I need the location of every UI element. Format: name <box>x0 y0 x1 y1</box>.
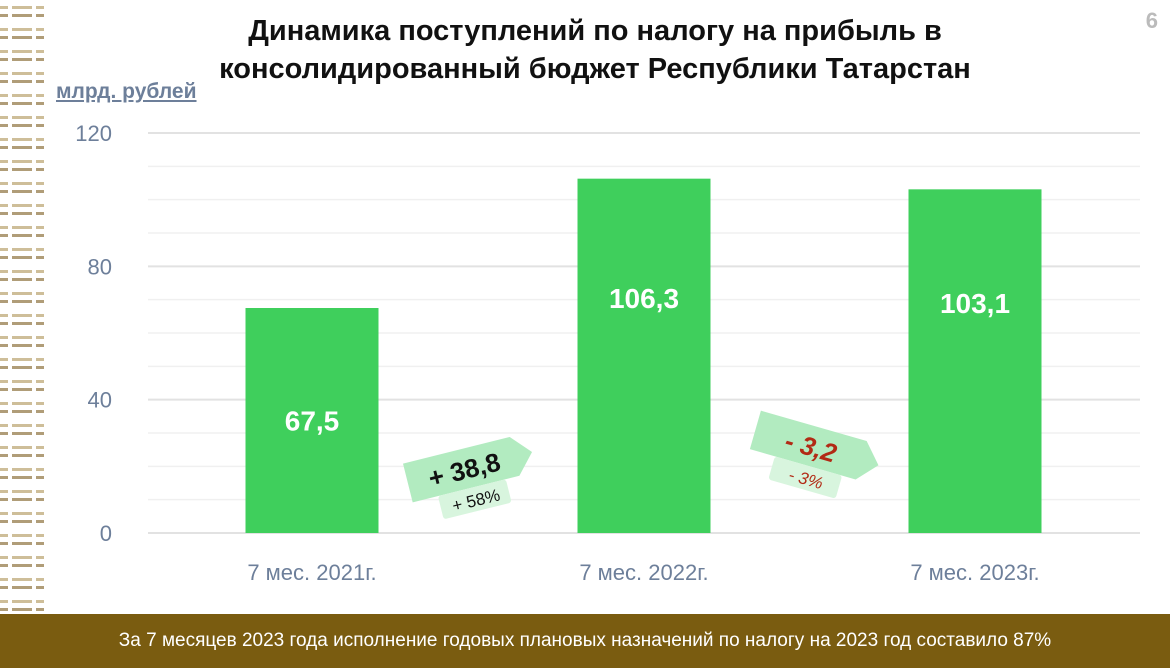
y-tick-label: 80 <box>88 254 112 279</box>
ornament-border <box>0 0 44 614</box>
percent-badge <box>768 457 842 498</box>
x-tick-label: 7 мес. 2023г. <box>910 560 1039 585</box>
bar <box>908 189 1042 534</box>
change-annotation: - 3,2- 3% <box>749 410 879 498</box>
x-tick-label: 7 мес. 2022г. <box>579 560 708 585</box>
bar <box>245 308 379 533</box>
y-tick-label: 120 <box>75 121 112 146</box>
bar-chart: 0 40 80 120 67,5 7 мес. 2021г. 106,3 7 мес. 202… <box>75 121 1140 585</box>
footer-note: За 7 месяцев 2023 года исполнение годовы… <box>0 614 1170 668</box>
bar <box>577 178 711 533</box>
x-tick-label: 7 мес. 2021г. <box>247 560 376 585</box>
y-tick-label: 40 <box>88 388 112 413</box>
data-label: 103,1 <box>940 288 1010 319</box>
y-tick-label: 0 <box>100 521 112 546</box>
y-axis-label: млрд. рублей <box>56 80 197 103</box>
data-label: 67,5 <box>285 406 340 437</box>
chart-title: Динамика поступлений по налогу на прибыл… <box>219 15 971 85</box>
percent-badge <box>438 479 511 519</box>
arrow-badge <box>749 410 879 480</box>
data-label: 106,3 <box>609 283 679 314</box>
arrow-badge <box>403 436 533 503</box>
change-annotation: + 38,8+ 58% <box>403 436 533 519</box>
page-number: 6 <box>1145 8 1158 33</box>
